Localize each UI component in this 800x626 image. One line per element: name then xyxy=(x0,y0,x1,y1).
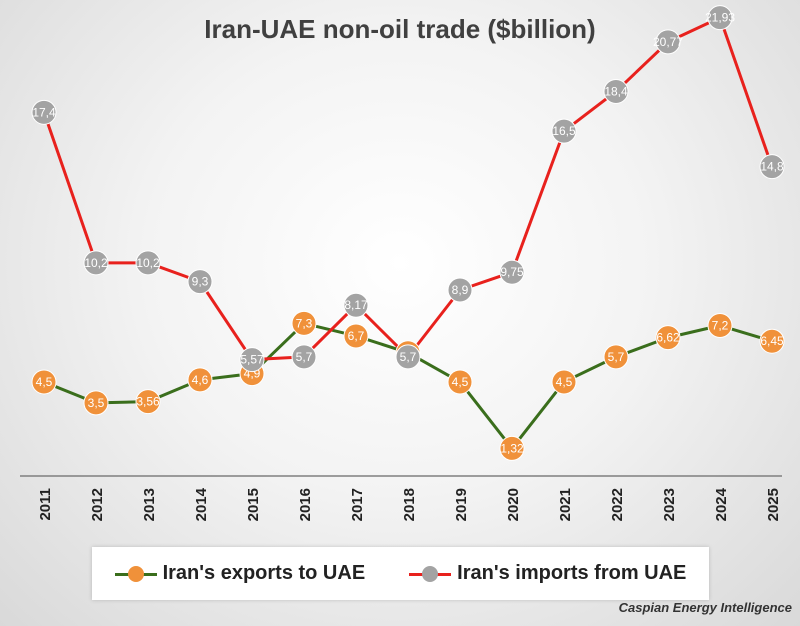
data-label-imports: 10,2 xyxy=(136,256,160,270)
data-label-exports: 4,6 xyxy=(192,373,209,387)
data-label-imports: 9,3 xyxy=(192,275,209,289)
x-tick-label: 2021 xyxy=(557,488,574,521)
data-label-exports: 1,32 xyxy=(500,441,524,455)
x-tick-label: 2013 xyxy=(141,488,158,521)
data-label-exports: 4,5 xyxy=(36,375,53,389)
data-point-imports xyxy=(135,250,161,276)
x-tick-label: 2018 xyxy=(401,488,418,521)
data-point-exports xyxy=(187,367,213,393)
data-label-imports: 14,8 xyxy=(760,160,784,174)
data-point-imports xyxy=(83,250,109,276)
data-label-exports: 4,5 xyxy=(452,375,469,389)
series-line-imports xyxy=(42,16,774,362)
data-label-imports: 21,93 xyxy=(705,11,735,25)
data-point-exports xyxy=(447,369,473,395)
data-label-imports: 5,57 xyxy=(240,353,264,367)
data-label-exports: 6,7 xyxy=(348,329,365,343)
x-tick-label: 2024 xyxy=(713,487,730,521)
data-point-exports xyxy=(759,328,785,354)
data-point-imports xyxy=(759,154,785,180)
data-label-exports: 5,7 xyxy=(608,350,625,364)
legend-label-imports: Iran's imports from UAE xyxy=(457,562,687,584)
data-point-imports xyxy=(239,347,265,373)
data-point-imports xyxy=(499,259,525,285)
x-tick-label: 2015 xyxy=(245,488,262,521)
x-tick-label: 2011 xyxy=(37,488,54,521)
data-label-exports: 3,56 xyxy=(136,395,160,409)
data-label-exports: 7,3 xyxy=(296,316,313,330)
data-point-imports xyxy=(447,277,473,303)
chart-legend: Iran's exports to UAE Iran's imports fro… xyxy=(92,547,709,600)
data-label-imports: 20,77 xyxy=(653,35,683,49)
data-label-imports: 18,4 xyxy=(604,84,628,98)
legend-item-imports: Iran's imports from UAE xyxy=(409,562,686,585)
data-label-exports: 3,5 xyxy=(88,396,105,410)
data-label-imports: 8,9 xyxy=(452,283,469,297)
x-tick-label: 2022 xyxy=(609,488,626,521)
data-point-exports xyxy=(603,344,629,370)
data-point-exports xyxy=(499,435,525,461)
data-point-exports xyxy=(135,389,161,415)
data-point-imports xyxy=(707,5,733,31)
x-tick-label: 2019 xyxy=(453,488,470,521)
source-credit: Caspian Energy Intelligence xyxy=(618,600,792,615)
x-tick-label: 2012 xyxy=(89,488,106,521)
data-label-imports: 5,7 xyxy=(296,350,313,364)
data-point-exports xyxy=(31,369,57,395)
x-tick-label: 2025 xyxy=(765,488,782,521)
data-point-imports xyxy=(655,29,681,55)
data-point-exports xyxy=(707,313,733,339)
data-point-exports xyxy=(291,310,317,336)
data-label-exports: 7,2 xyxy=(712,319,729,333)
legend-swatch-imports xyxy=(409,565,452,582)
data-label-exports: 6,45 xyxy=(760,334,784,348)
data-point-imports xyxy=(603,78,629,104)
x-tick-label: 2023 xyxy=(661,488,678,521)
data-point-imports xyxy=(291,344,317,370)
legend-label-exports: Iran's exports to UAE xyxy=(162,562,366,584)
legend-swatch-exports xyxy=(114,565,157,582)
x-tick-label: 2020 xyxy=(505,488,522,521)
data-point-exports xyxy=(551,369,577,395)
legend-item-exports: Iran's exports to UAE xyxy=(114,562,366,585)
data-label-exports: 6,62 xyxy=(656,331,680,345)
chart-title: Iran-UAE non-oil trade ($billion) xyxy=(204,14,596,44)
data-point-imports xyxy=(343,292,369,318)
x-tick-label: 2014 xyxy=(193,487,210,521)
data-point-imports xyxy=(187,269,213,295)
data-point-exports xyxy=(83,390,109,416)
data-label-imports: 10,2 xyxy=(84,256,108,270)
data-label-imports: 17,4 xyxy=(32,105,56,119)
x-tick-label: 2017 xyxy=(349,488,366,521)
data-point-imports xyxy=(395,344,421,370)
data-point-imports xyxy=(31,99,57,125)
data-label-imports: 9,75 xyxy=(500,265,524,279)
data-label-exports: 4,5 xyxy=(556,375,573,389)
data-label-imports: 8,17 xyxy=(344,298,368,312)
data-point-imports xyxy=(551,118,577,144)
data-label-imports: 16,5 xyxy=(552,124,576,138)
data-point-exports xyxy=(655,325,681,351)
data-label-imports: 5,7 xyxy=(400,350,417,364)
x-tick-label: 2016 xyxy=(297,488,314,521)
data-point-exports xyxy=(343,323,369,349)
